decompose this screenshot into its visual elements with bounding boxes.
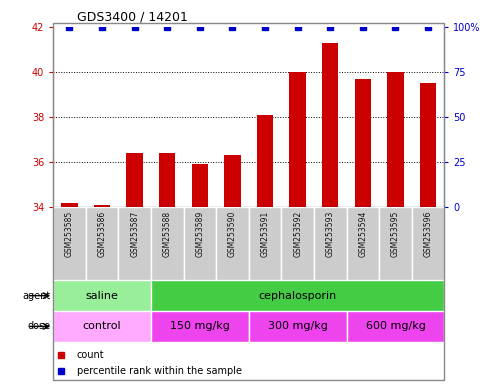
Bar xyxy=(257,115,273,207)
FancyBboxPatch shape xyxy=(347,311,444,342)
Bar xyxy=(322,43,339,207)
Text: GSM253596: GSM253596 xyxy=(424,211,433,257)
Text: GDS3400 / 14201: GDS3400 / 14201 xyxy=(77,10,188,23)
FancyBboxPatch shape xyxy=(151,280,444,311)
Text: GSM253595: GSM253595 xyxy=(391,211,400,257)
Text: GSM253591: GSM253591 xyxy=(260,211,270,257)
FancyBboxPatch shape xyxy=(379,207,412,280)
FancyBboxPatch shape xyxy=(184,207,216,280)
Text: 150 mg/kg: 150 mg/kg xyxy=(170,321,230,331)
Bar xyxy=(192,164,208,207)
FancyBboxPatch shape xyxy=(53,280,151,311)
Text: 600 mg/kg: 600 mg/kg xyxy=(366,321,426,331)
Text: GSM253589: GSM253589 xyxy=(195,211,204,257)
Text: agent: agent xyxy=(23,291,51,301)
Text: GSM253585: GSM253585 xyxy=(65,211,74,257)
FancyBboxPatch shape xyxy=(347,207,379,280)
FancyBboxPatch shape xyxy=(151,311,249,342)
Bar xyxy=(355,79,371,207)
FancyBboxPatch shape xyxy=(53,311,151,342)
Text: GSM253592: GSM253592 xyxy=(293,211,302,257)
Text: GSM253588: GSM253588 xyxy=(163,211,172,257)
Bar xyxy=(127,153,143,207)
Bar xyxy=(289,72,306,207)
FancyBboxPatch shape xyxy=(412,207,444,280)
Text: GSM253586: GSM253586 xyxy=(98,211,107,257)
Text: GSM253590: GSM253590 xyxy=(228,211,237,257)
FancyBboxPatch shape xyxy=(249,207,281,280)
FancyBboxPatch shape xyxy=(118,207,151,280)
Bar xyxy=(420,83,436,207)
Text: percentile rank within the sample: percentile rank within the sample xyxy=(77,366,241,376)
Text: cephalosporin: cephalosporin xyxy=(258,291,337,301)
Text: GSM253594: GSM253594 xyxy=(358,211,368,257)
Bar xyxy=(224,156,241,207)
FancyBboxPatch shape xyxy=(314,207,347,280)
Bar xyxy=(94,205,110,207)
FancyBboxPatch shape xyxy=(216,207,249,280)
FancyBboxPatch shape xyxy=(53,207,86,280)
Text: dose: dose xyxy=(28,321,51,331)
Bar xyxy=(387,72,404,207)
Text: GSM253593: GSM253593 xyxy=(326,211,335,257)
Text: control: control xyxy=(83,321,121,331)
Bar xyxy=(61,203,78,207)
Text: GSM253587: GSM253587 xyxy=(130,211,139,257)
FancyBboxPatch shape xyxy=(151,207,184,280)
FancyBboxPatch shape xyxy=(281,207,314,280)
Text: saline: saline xyxy=(85,291,118,301)
Text: 300 mg/kg: 300 mg/kg xyxy=(268,321,327,331)
Text: count: count xyxy=(77,350,104,360)
FancyBboxPatch shape xyxy=(86,207,118,280)
FancyBboxPatch shape xyxy=(249,311,347,342)
Bar xyxy=(159,153,175,207)
